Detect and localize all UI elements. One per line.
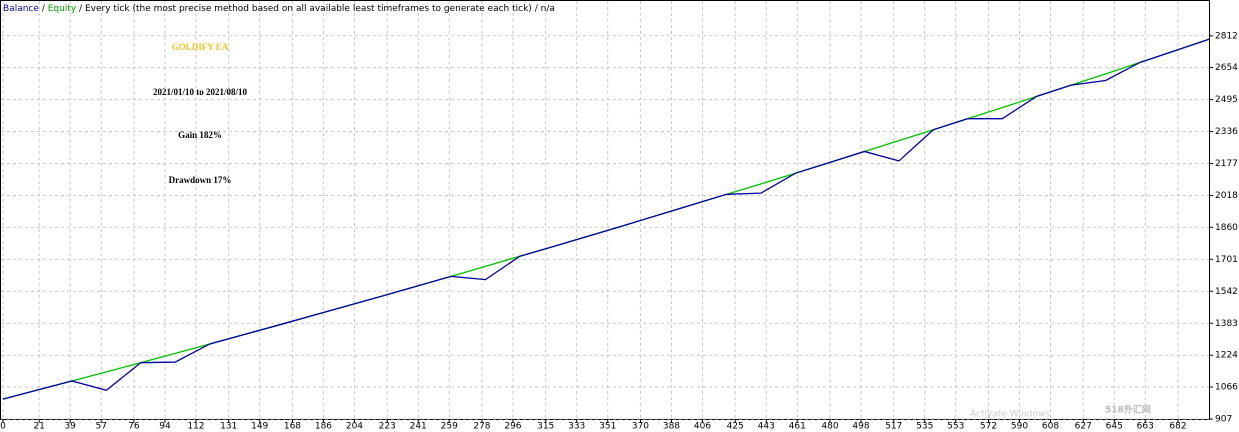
annotation: 2021/01/10 to 2021/08/10 <box>153 87 247 97</box>
annotation: Drawdown 17% <box>169 175 232 185</box>
legend-balance: Balance <box>3 4 39 14</box>
x-tick-label: 278 <box>473 422 490 432</box>
grid <box>1 1 1213 423</box>
x-tick-label: 223 <box>379 422 396 432</box>
y-tick-label: 1066 <box>1215 383 1238 393</box>
header: Balance / Equity / Every tick (the most … <box>3 4 555 14</box>
separator: / <box>42 4 46 14</box>
x-tick-label: 645 <box>1106 422 1123 432</box>
x-tick-label: 663 <box>1137 422 1154 432</box>
description: Every tick (the most precise method base… <box>85 4 532 14</box>
x-tick-label: 370 <box>632 422 649 432</box>
x-tick-label: 517 <box>885 422 902 432</box>
y-tick-label: 2495 <box>1215 95 1238 105</box>
x-tick-label: 21 <box>33 422 44 432</box>
x-tick-label: 572 <box>980 422 997 432</box>
x-tick-label: 112 <box>187 422 204 432</box>
watermark: Activate Windows <box>970 410 1050 420</box>
x-tick-label: 94 <box>159 422 171 432</box>
legend-equity: Equity <box>48 4 77 14</box>
y-tick-label: 2018 <box>1215 191 1238 201</box>
x-tick-label: 315 <box>537 422 554 432</box>
separator: / <box>79 4 83 14</box>
x-tick-label: 498 <box>852 422 869 432</box>
y-tick-label: 1542 <box>1215 287 1238 297</box>
x-tick-label: 608 <box>1042 422 1059 432</box>
x-tick-label: 0 <box>0 422 6 432</box>
x-tick-label: 388 <box>663 422 680 432</box>
x-tick-label: 168 <box>284 422 301 432</box>
y-tick-label: 2177 <box>1215 159 1238 169</box>
x-tick-label: 461 <box>789 422 806 432</box>
note: n/a <box>541 4 555 14</box>
y-tick-label: 2336 <box>1215 127 1238 137</box>
series-line <box>2 38 1210 400</box>
y-tick-label: 1860 <box>1215 223 1238 233</box>
x-tick-label: 480 <box>821 422 838 432</box>
annotation: Gain 182% <box>178 130 222 140</box>
y-tick-label: 1383 <box>1215 319 1238 329</box>
x-tick-label: 351 <box>599 422 616 432</box>
y-tick-label: 2812 <box>1215 31 1238 41</box>
y-tick-label: 907 <box>1215 415 1232 425</box>
x-tick-label: 259 <box>441 422 458 432</box>
x-tick-label: 204 <box>346 422 363 432</box>
x-tick-label: 76 <box>128 422 140 432</box>
plot-frame <box>0 0 1210 420</box>
x-tick-label: 333 <box>568 422 585 432</box>
x-tick-label: 296 <box>504 422 521 432</box>
x-tick-label: 241 <box>410 422 427 432</box>
x-tick-label: 682 <box>1169 422 1186 432</box>
y-tick-label: 1224 <box>1215 351 1238 361</box>
x-tick-label: 39 <box>64 422 76 432</box>
x-tick-label: 425 <box>727 422 744 432</box>
separator: / <box>535 4 539 14</box>
x-tick-label: 443 <box>758 422 775 432</box>
x-tick-label: 57 <box>95 422 106 432</box>
annotation: GOLDIFY EA <box>172 42 229 52</box>
x-tick-label: 535 <box>916 422 933 432</box>
x-tick-label: 553 <box>947 422 964 432</box>
y-tick-label: 2654 <box>1215 63 1238 73</box>
x-tick-label: 627 <box>1075 422 1092 432</box>
x-tick-label: 131 <box>220 422 237 432</box>
lines <box>2 38 1210 400</box>
y-tick-label: 1701 <box>1215 255 1238 265</box>
watermark: 518外汇网 <box>1105 404 1151 416</box>
x-tick-label: 186 <box>315 422 332 432</box>
x-tick-label: 149 <box>251 422 268 432</box>
x-tick-label: 590 <box>1011 422 1028 432</box>
x-tick-label: 406 <box>694 422 711 432</box>
